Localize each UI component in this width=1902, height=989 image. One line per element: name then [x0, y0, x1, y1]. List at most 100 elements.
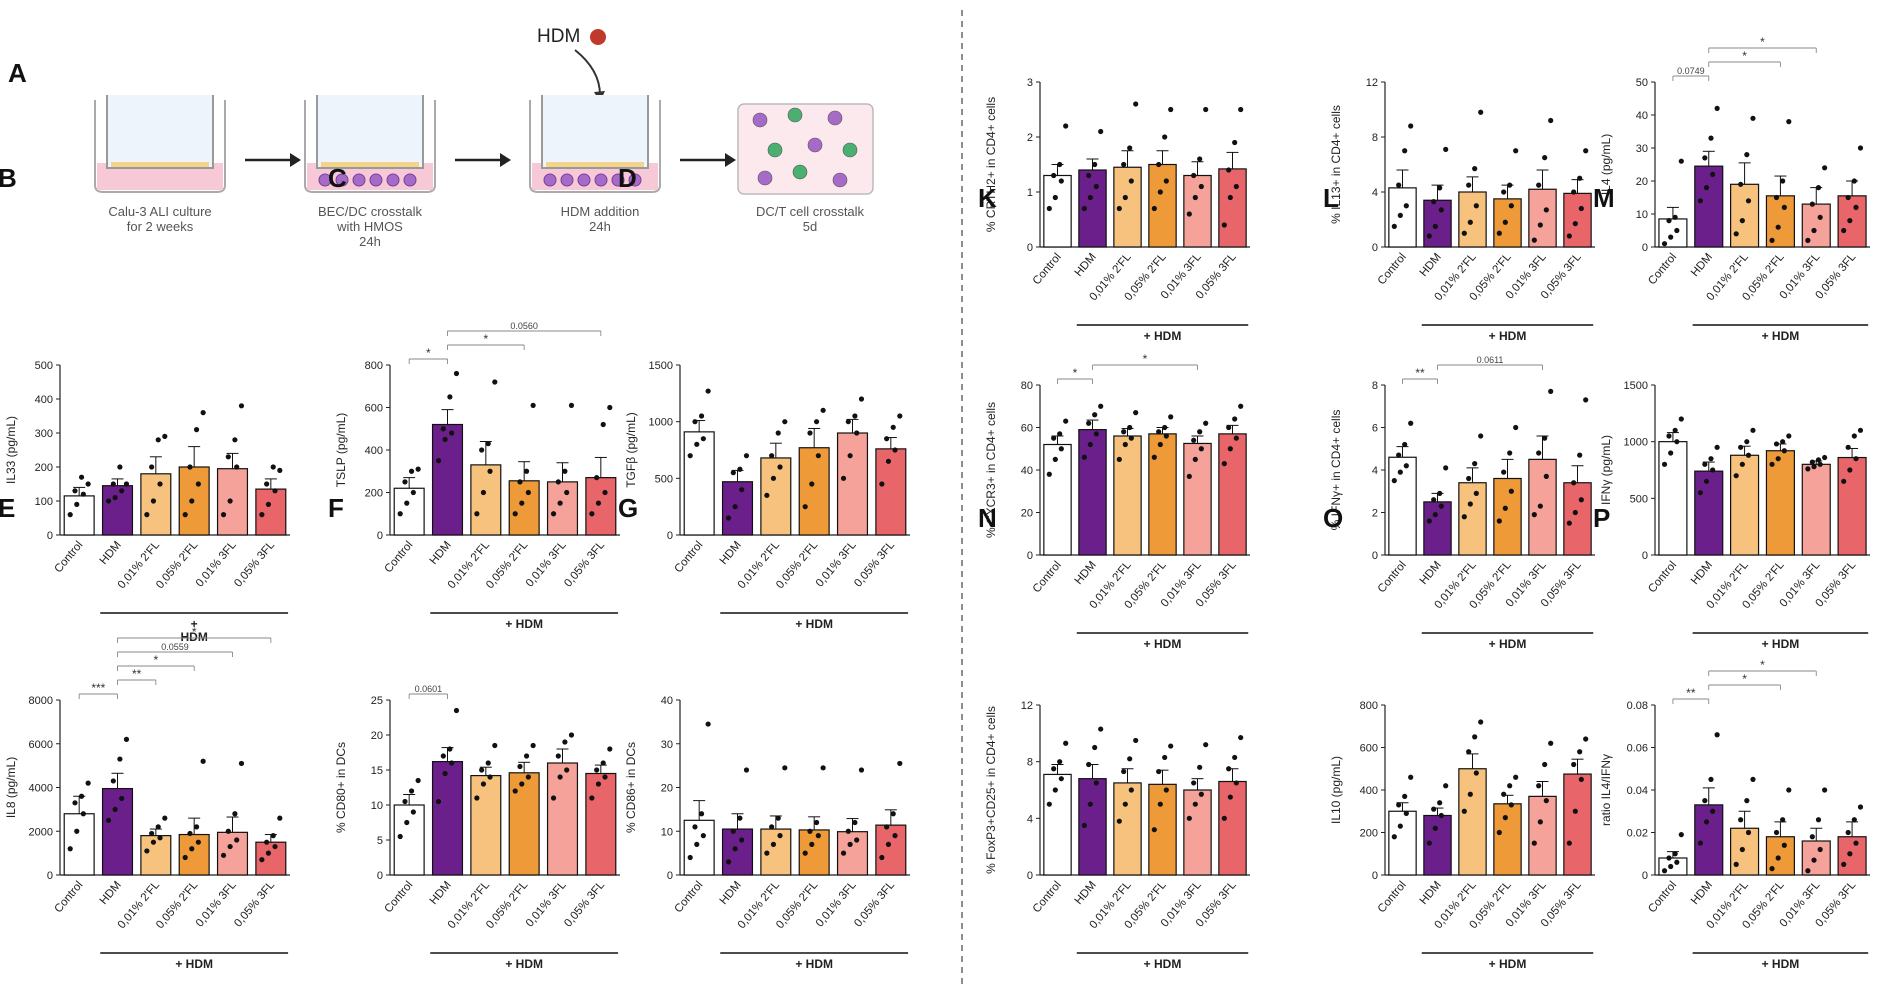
bar [1218, 433, 1247, 556]
data-point [1572, 509, 1578, 516]
data-point [479, 767, 485, 773]
data-point [1775, 224, 1781, 230]
data-point [564, 767, 570, 773]
data-point [1780, 817, 1786, 823]
bar [1183, 174, 1212, 248]
data-point [1678, 832, 1684, 838]
data-point [705, 721, 711, 727]
data-point [1502, 219, 1508, 225]
dendritic-cell-icon [807, 137, 823, 153]
y-axis-label: IL4 (pg/mL) [1599, 134, 1613, 195]
significance-label: *** [91, 681, 105, 695]
y-axis-label: ratio IL4/IFNγ [1599, 754, 1613, 826]
data-point [72, 488, 78, 494]
data-point [453, 707, 460, 714]
category-label: Control [1646, 251, 1679, 287]
data-point [840, 475, 847, 481]
data-point [1402, 441, 1408, 448]
data-point [193, 824, 200, 830]
data-point [1775, 456, 1781, 462]
data-point [589, 511, 595, 517]
data-point [602, 774, 608, 780]
dendritic-cell-icon [403, 173, 417, 187]
data-point [1058, 446, 1064, 452]
data-point [397, 833, 403, 840]
data-point [1203, 742, 1209, 748]
data-point [555, 479, 561, 485]
data-point [890, 424, 896, 430]
category-label: HDM [1073, 251, 1099, 279]
bar [470, 464, 502, 536]
y-tick-label: 0 [667, 530, 673, 542]
data-point [1198, 183, 1204, 190]
data-point [200, 410, 206, 416]
significance-label: 0.0560 [510, 321, 538, 331]
data-point [1151, 205, 1157, 212]
dendritic-cell-icon [577, 173, 591, 187]
panel-letter-G: G [618, 493, 638, 523]
data-point [1157, 801, 1163, 807]
dendritic-cell-icon [318, 173, 332, 187]
data-point [732, 846, 738, 852]
data-point [1714, 444, 1720, 450]
data-point [1811, 227, 1817, 234]
data-point [1780, 178, 1786, 184]
well-plate [737, 103, 874, 195]
data-point [530, 742, 536, 749]
y-tick-label: 0 [47, 870, 53, 882]
data-point [447, 746, 453, 752]
data-point [1127, 424, 1133, 431]
significance-label: 0.0611 [1477, 355, 1504, 365]
data-point [595, 500, 602, 506]
hdm-group-label: + HDM [795, 957, 833, 971]
data-point [487, 468, 493, 474]
data-point [1710, 171, 1716, 177]
category-label: Control [1031, 251, 1064, 287]
y-tick-label: 1000 [649, 417, 673, 429]
dendritic-cell-icon [752, 112, 768, 128]
data-point [700, 833, 706, 839]
data-point [845, 419, 851, 425]
data-point [1739, 461, 1745, 467]
data-point [725, 859, 732, 865]
data-point [187, 830, 193, 837]
y-tick-label: 12 [1366, 77, 1378, 89]
data-point [1572, 808, 1578, 814]
category-label: Control [382, 879, 415, 915]
data-point [1578, 205, 1584, 212]
data-point [1122, 441, 1128, 448]
data-point [449, 430, 455, 436]
data-point [1578, 776, 1584, 782]
bar [63, 813, 95, 876]
category-label: HDM [1073, 879, 1099, 907]
data-point [1811, 464, 1817, 470]
data-point [1566, 233, 1572, 239]
data-point [1738, 444, 1744, 450]
data-point [1668, 863, 1674, 870]
data-point [1583, 736, 1589, 742]
data-point [852, 819, 858, 826]
data-point [1513, 774, 1519, 780]
y-axis-label: IL8 (pg/mL) [4, 757, 18, 818]
data-point [1437, 185, 1443, 191]
data-point [1781, 448, 1787, 454]
data-point [1811, 857, 1817, 863]
data-point [1408, 123, 1414, 129]
data-point [149, 464, 155, 470]
data-point [1542, 761, 1548, 768]
data-point [1093, 431, 1099, 437]
category-label: HDM [1073, 559, 1099, 587]
data-point [80, 491, 86, 497]
data-point [594, 475, 600, 481]
y-tick-label: 6000 [29, 739, 53, 751]
data-point [897, 760, 903, 767]
category-label: Control [672, 879, 705, 915]
data-point [1098, 403, 1104, 409]
category-label: Control [672, 539, 705, 575]
data-point [1233, 780, 1239, 786]
data-point [85, 780, 91, 786]
data-point [1672, 214, 1678, 220]
hdm-group-label: + HDM [1489, 957, 1527, 971]
